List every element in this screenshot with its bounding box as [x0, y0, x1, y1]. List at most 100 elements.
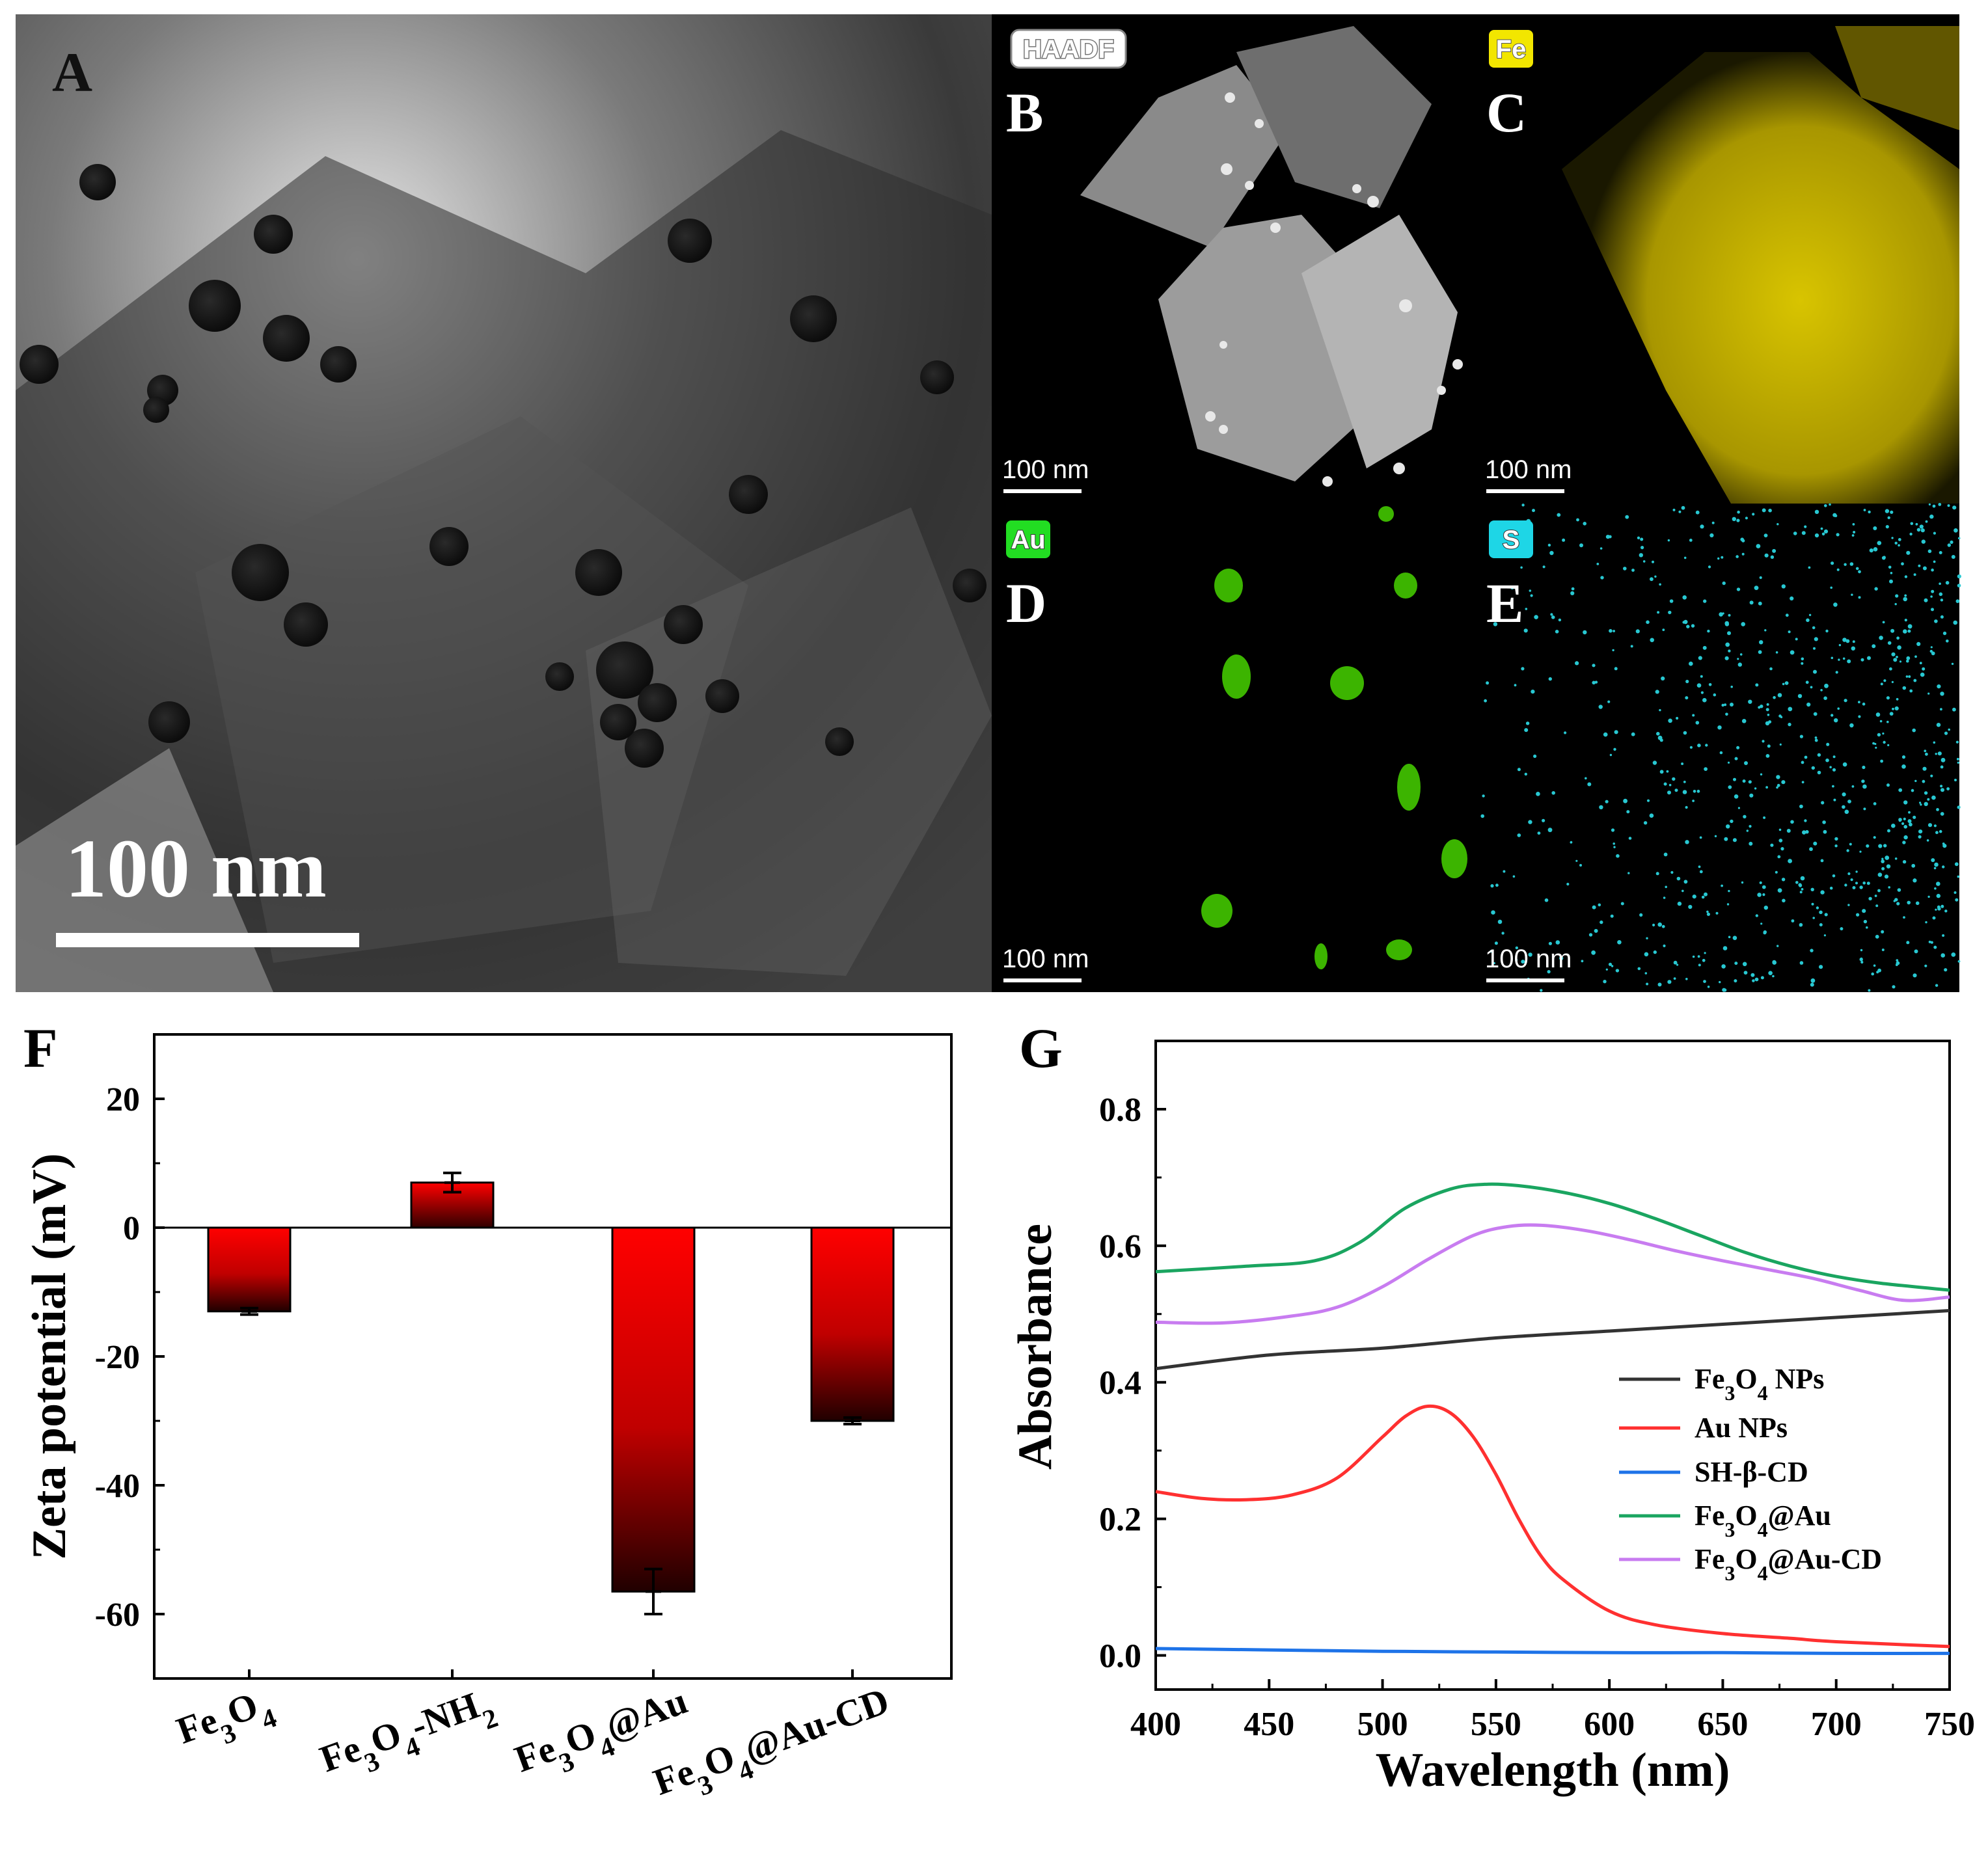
s-signal-dot — [1692, 895, 1696, 899]
s-signal-dot — [1814, 736, 1818, 739]
s-signal-dot — [1903, 597, 1907, 602]
s-signal-dot — [1776, 786, 1778, 789]
s-signal-dot — [1689, 539, 1693, 542]
s-signal-dot — [1942, 631, 1947, 636]
s-signal-dot — [1673, 960, 1678, 965]
s-signal-dot — [1897, 645, 1901, 650]
uv-legend: Fe3O4 NPs Au NPs SH-β-CD Fe3O4@Au Fe3O4@… — [1619, 1363, 1882, 1585]
s-signal-dot — [1605, 800, 1609, 803]
s-signal-dot — [1939, 551, 1942, 554]
s-signal-dot — [1763, 906, 1768, 910]
s-signal-dot — [1737, 662, 1742, 667]
s-signal-dot — [1920, 803, 1922, 806]
s-signal-dot — [1881, 857, 1884, 860]
s-signal-dot — [1799, 735, 1803, 738]
s-signal-dot — [1868, 510, 1871, 514]
s-signal-dot — [1844, 563, 1847, 566]
s-signal-dot — [1862, 909, 1866, 913]
s-signal-dot — [1655, 872, 1659, 876]
uv-series-line — [1155, 1404, 1950, 1649]
s-signal-dot — [1726, 903, 1730, 906]
s-signal-dot — [1730, 819, 1734, 824]
s-signal-dot — [1728, 613, 1731, 617]
s-signal-dot — [1730, 703, 1734, 707]
panel-f: F 200-20-40-60 Fe3O4 Fe3O4-NH2 Fe3O4@Au … — [23, 1017, 953, 1816]
s-signal-dot — [1749, 600, 1754, 605]
s-signal-dot — [1626, 810, 1630, 814]
s-signal-dot — [1829, 503, 1831, 506]
s-signal-dot — [1879, 636, 1883, 640]
s-signal-dot — [1722, 581, 1726, 586]
s-signal-dot — [1833, 602, 1838, 607]
s-signal-dot — [1886, 783, 1890, 787]
s-signal-dot — [1657, 922, 1662, 927]
fe-map-signal — [1835, 26, 1959, 130]
s-signal-dot — [1907, 819, 1912, 824]
s-signal-dot — [1760, 976, 1764, 980]
s-signal-dot — [1724, 622, 1729, 627]
s-signal-dot — [1951, 952, 1956, 957]
s-signal-dot — [1517, 768, 1521, 772]
s-signal-dot — [1795, 881, 1799, 884]
s-signal-dot — [1922, 667, 1926, 671]
s-signal-dot — [1571, 587, 1575, 591]
s-signal-dot — [1822, 820, 1826, 824]
s-signal-dot — [1631, 569, 1635, 572]
s-signal-dot — [1886, 720, 1889, 723]
s-signal-dot — [1752, 513, 1755, 516]
s-signal-dot — [1611, 828, 1615, 832]
s-signal-dot — [1825, 629, 1829, 633]
s-signal-dot — [1862, 765, 1866, 770]
s-signal-dot — [1748, 699, 1752, 704]
s-signal-dot — [1701, 895, 1705, 899]
s-signal-dot — [1882, 732, 1885, 735]
s-signal-dot — [1939, 582, 1941, 585]
s-signal-dot — [1912, 728, 1916, 733]
uv-x-axis-title: Wavelength (nm) — [1376, 1744, 1730, 1797]
s-signal-dot — [1942, 842, 1945, 845]
s-signal-dot — [1931, 608, 1934, 612]
s-signal-dot — [1826, 742, 1830, 746]
s-signal-dot — [1630, 645, 1633, 648]
s-signal-dot — [1940, 788, 1944, 792]
s-signal-dot — [1947, 543, 1951, 547]
s-signal-dot — [1714, 835, 1717, 838]
s-signal-dot — [1842, 805, 1845, 809]
s-signal-dot — [1925, 752, 1928, 756]
s-signal-dot — [1957, 584, 1961, 587]
s-signal-dot — [1873, 547, 1878, 552]
s-signal-dot — [1851, 534, 1855, 537]
s-signal-dot — [1661, 676, 1665, 681]
s-signal-dot — [1707, 629, 1710, 633]
s-signal-dot — [1682, 889, 1684, 893]
s-signal-dot — [1834, 844, 1838, 848]
s-signal-dot — [1940, 765, 1944, 769]
s-signal-dot — [1523, 628, 1528, 633]
s-signal-dot — [1862, 882, 1866, 885]
s-signal-dot — [1802, 830, 1806, 835]
s-signal-dot — [1649, 813, 1654, 818]
s-signal-dot — [1613, 846, 1616, 848]
s-signal-dot — [1810, 887, 1814, 892]
s-signal-dot — [1695, 510, 1700, 515]
s-signal-dot — [1696, 683, 1702, 688]
s-signal-dot — [1707, 986, 1710, 988]
s-signal-dot — [1739, 653, 1743, 656]
s-signal-dot — [1778, 839, 1783, 842]
uv-y-tick-label: 0.6 — [1099, 1228, 1141, 1265]
s-signal-dot — [1936, 882, 1940, 886]
s-signal-dot — [1528, 952, 1532, 957]
s-signal-dot — [1937, 684, 1941, 689]
s-signal-dot — [1722, 612, 1724, 615]
uv-x-tick-label: 500 — [1357, 1706, 1408, 1743]
s-signal-dot — [1665, 885, 1667, 889]
s-signal-dot — [1547, 970, 1551, 974]
s-signal-dot — [1698, 964, 1701, 967]
s-signal-dot — [1886, 696, 1890, 700]
s-signal-dot — [1914, 655, 1917, 658]
s-signal-dot — [1617, 940, 1622, 945]
s-signal-dot — [1659, 583, 1661, 586]
s-signal-dot — [1768, 720, 1772, 724]
s-signal-dot — [1600, 920, 1603, 924]
s-signal-dot — [1627, 872, 1630, 874]
